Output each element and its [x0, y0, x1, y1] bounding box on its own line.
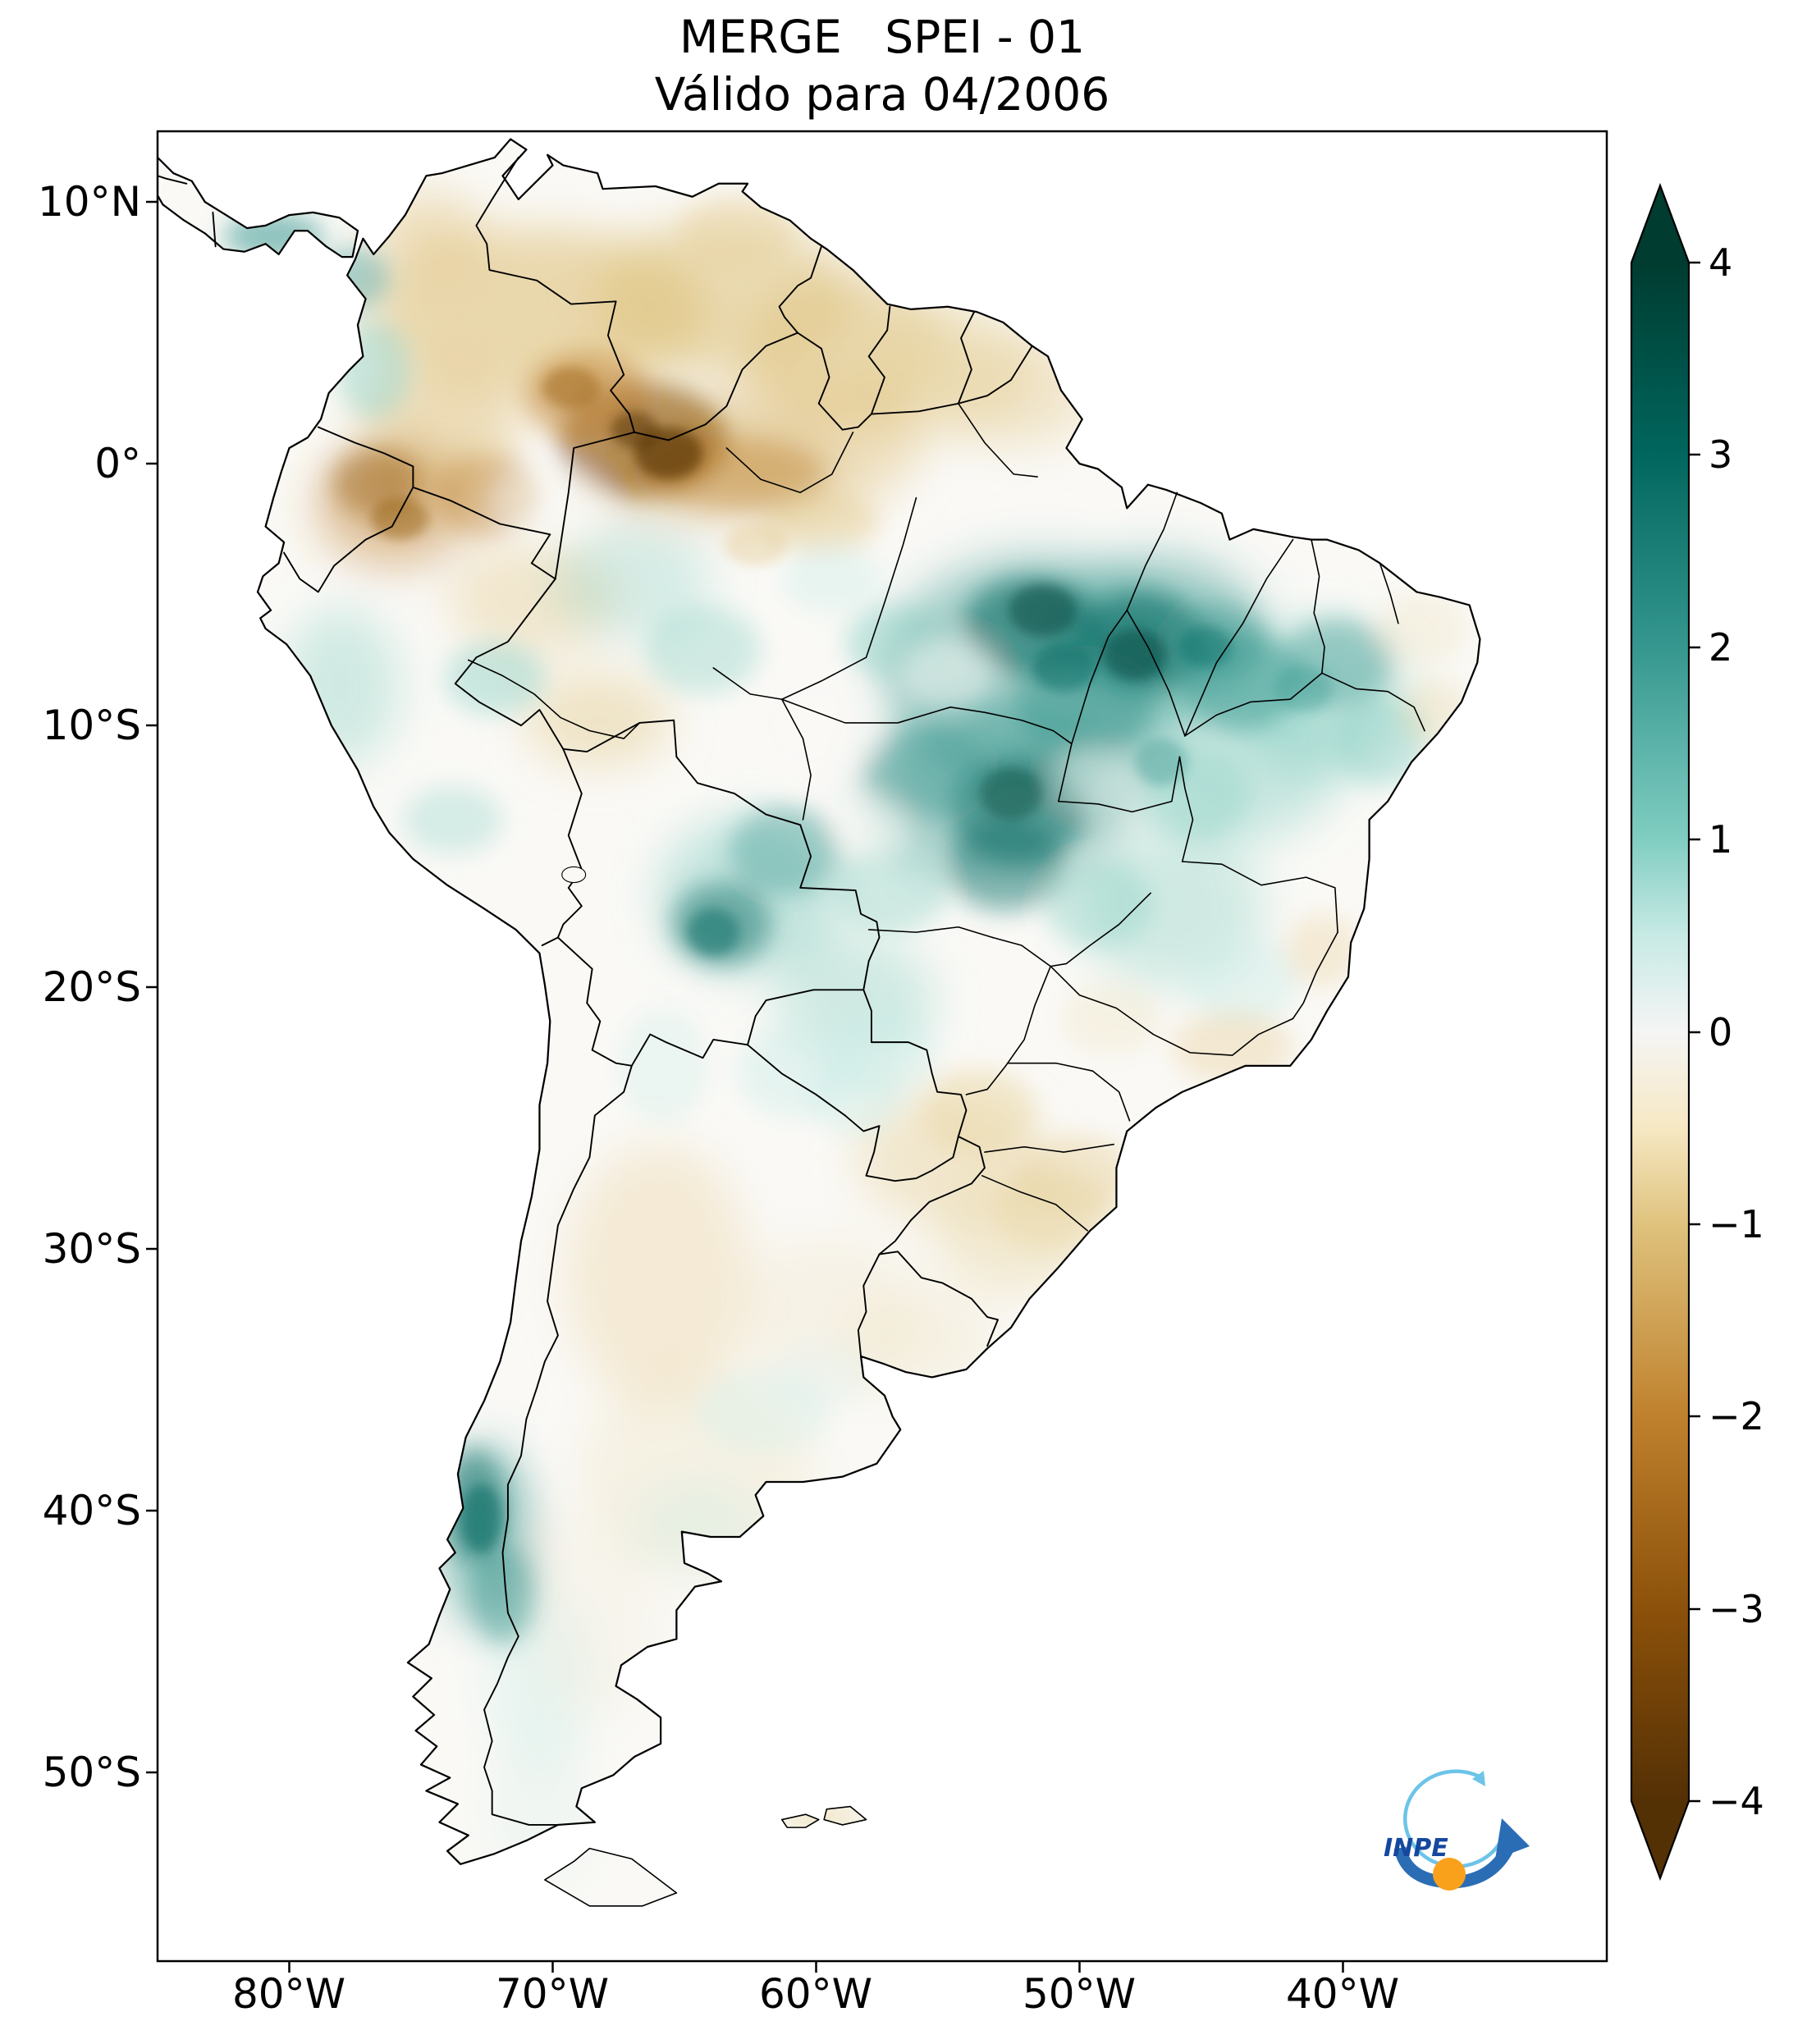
map-area	[158, 98, 1633, 1982]
spei-anomaly-field	[158, 134, 1480, 1906]
inpe-swirl-icon	[1402, 1769, 1501, 1868]
x-tick-label-50w: 50°W	[1022, 1970, 1137, 2018]
country-borders	[158, 156, 1033, 1826]
colorbar-tick-label-4: 4	[1709, 240, 1733, 285]
map-frame	[156, 130, 1608, 1963]
colorbar-tick-label-m3: −3	[1709, 1587, 1764, 1631]
state-borders	[467, 402, 1425, 1232]
x-tick-label-70w: 70°W	[495, 1970, 610, 2018]
inpe-arrowhead-icon	[1495, 1818, 1530, 1859]
inpe-logo: INPE	[1384, 1769, 1530, 1891]
y-tick-label-50s: 50°S	[42, 1749, 141, 1796]
colorbar-tick-label-m1: −1	[1709, 1202, 1764, 1246]
colorbar-tick-label-2: 2	[1709, 625, 1733, 670]
inpe-swirl-arrowhead-icon	[1472, 1771, 1485, 1786]
colorbar-tick-label-m2: −2	[1709, 1394, 1764, 1438]
figure-subtitle: Válido para 04/2006	[654, 68, 1110, 121]
inpe-logo-text: INPE	[1384, 1834, 1448, 1863]
x-tick-label-40w: 40°W	[1285, 1970, 1400, 2018]
y-tick-label-0: 0°	[94, 440, 141, 487]
y-tick-label-30s: 30°S	[42, 1225, 141, 1273]
y-tick-label-20s: 20°S	[42, 963, 141, 1011]
colorbar-tick-label-3: 3	[1709, 432, 1733, 477]
x-tick-label-80w: 80°W	[231, 1970, 346, 2018]
colorbar-tick-marks	[1689, 261, 1700, 1803]
y-tick-label-40s: 40°S	[42, 1487, 141, 1534]
x-tick-label-60w: 60°W	[758, 1970, 873, 2018]
colorbar-tick-label-1: 1	[1709, 817, 1733, 862]
colorbar-gradient	[1630, 182, 1690, 1882]
colorbar-tick-label-0: 0	[1709, 1010, 1733, 1054]
y-tick-label-10n: 10°N	[37, 178, 141, 226]
axis-tick-marks	[146, 200, 1344, 1973]
inpe-orange-ball-icon	[1433, 1858, 1466, 1891]
colorbar	[1630, 182, 1700, 1882]
colorbar-tick-label-m4: −4	[1709, 1779, 1764, 1823]
figure-title: MERGE SPEI - 01	[679, 11, 1086, 63]
lake-titicaca	[561, 866, 587, 884]
y-tick-label-10s: 10°S	[42, 702, 141, 749]
